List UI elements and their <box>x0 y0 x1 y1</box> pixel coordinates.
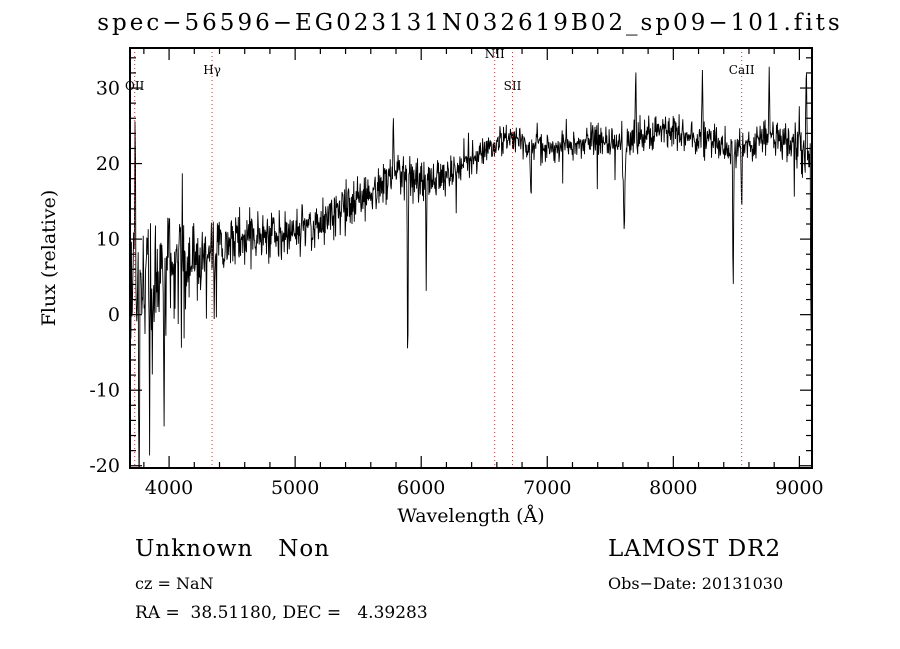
survey-release-text: LAMOST DR2 <box>608 536 782 562</box>
svg-text:4000: 4000 <box>145 477 193 499</box>
svg-text:8000: 8000 <box>649 477 697 499</box>
spectrum-plot: 4000 5000 6000 7000 8000 9000 -20 -10 0 10 20 30 Wav… <box>38 47 824 527</box>
svg-text:30: 30 <box>96 78 120 100</box>
svg-text:20: 20 <box>96 153 120 175</box>
ra-dec-text: RA = 38.51180, DEC = 4.39283 <box>135 603 428 623</box>
svg-text:9000: 9000 <box>775 477 823 499</box>
obs-date-text: Obs−Date: 20131030 <box>608 574 784 593</box>
classification-text: Unknown Non <box>135 536 331 562</box>
svg-text:-20: -20 <box>89 455 120 477</box>
svg-text:10: 10 <box>96 229 120 251</box>
svg-text:SII: SII <box>504 79 522 93</box>
svg-text:CaII: CaII <box>729 63 755 77</box>
cz-value-text: cz = NaN <box>135 574 214 593</box>
svg-text:5000: 5000 <box>271 477 319 499</box>
svg-text:6000: 6000 <box>397 477 445 499</box>
svg-text:Flux (relative): Flux (relative) <box>38 190 60 327</box>
svg-text:7000: 7000 <box>523 477 571 499</box>
plot-title: spec−56596−EG023131N032619B02_sp09−101.f… <box>97 10 843 36</box>
svg-text:0: 0 <box>108 304 120 326</box>
svg-text:Wavelength (Å): Wavelength (Å) <box>397 505 544 527</box>
svg-text:Hγ: Hγ <box>203 63 221 77</box>
svg-text:NII: NII <box>485 47 505 61</box>
svg-text:OII: OII <box>125 79 145 93</box>
svg-text:-10: -10 <box>89 380 120 402</box>
